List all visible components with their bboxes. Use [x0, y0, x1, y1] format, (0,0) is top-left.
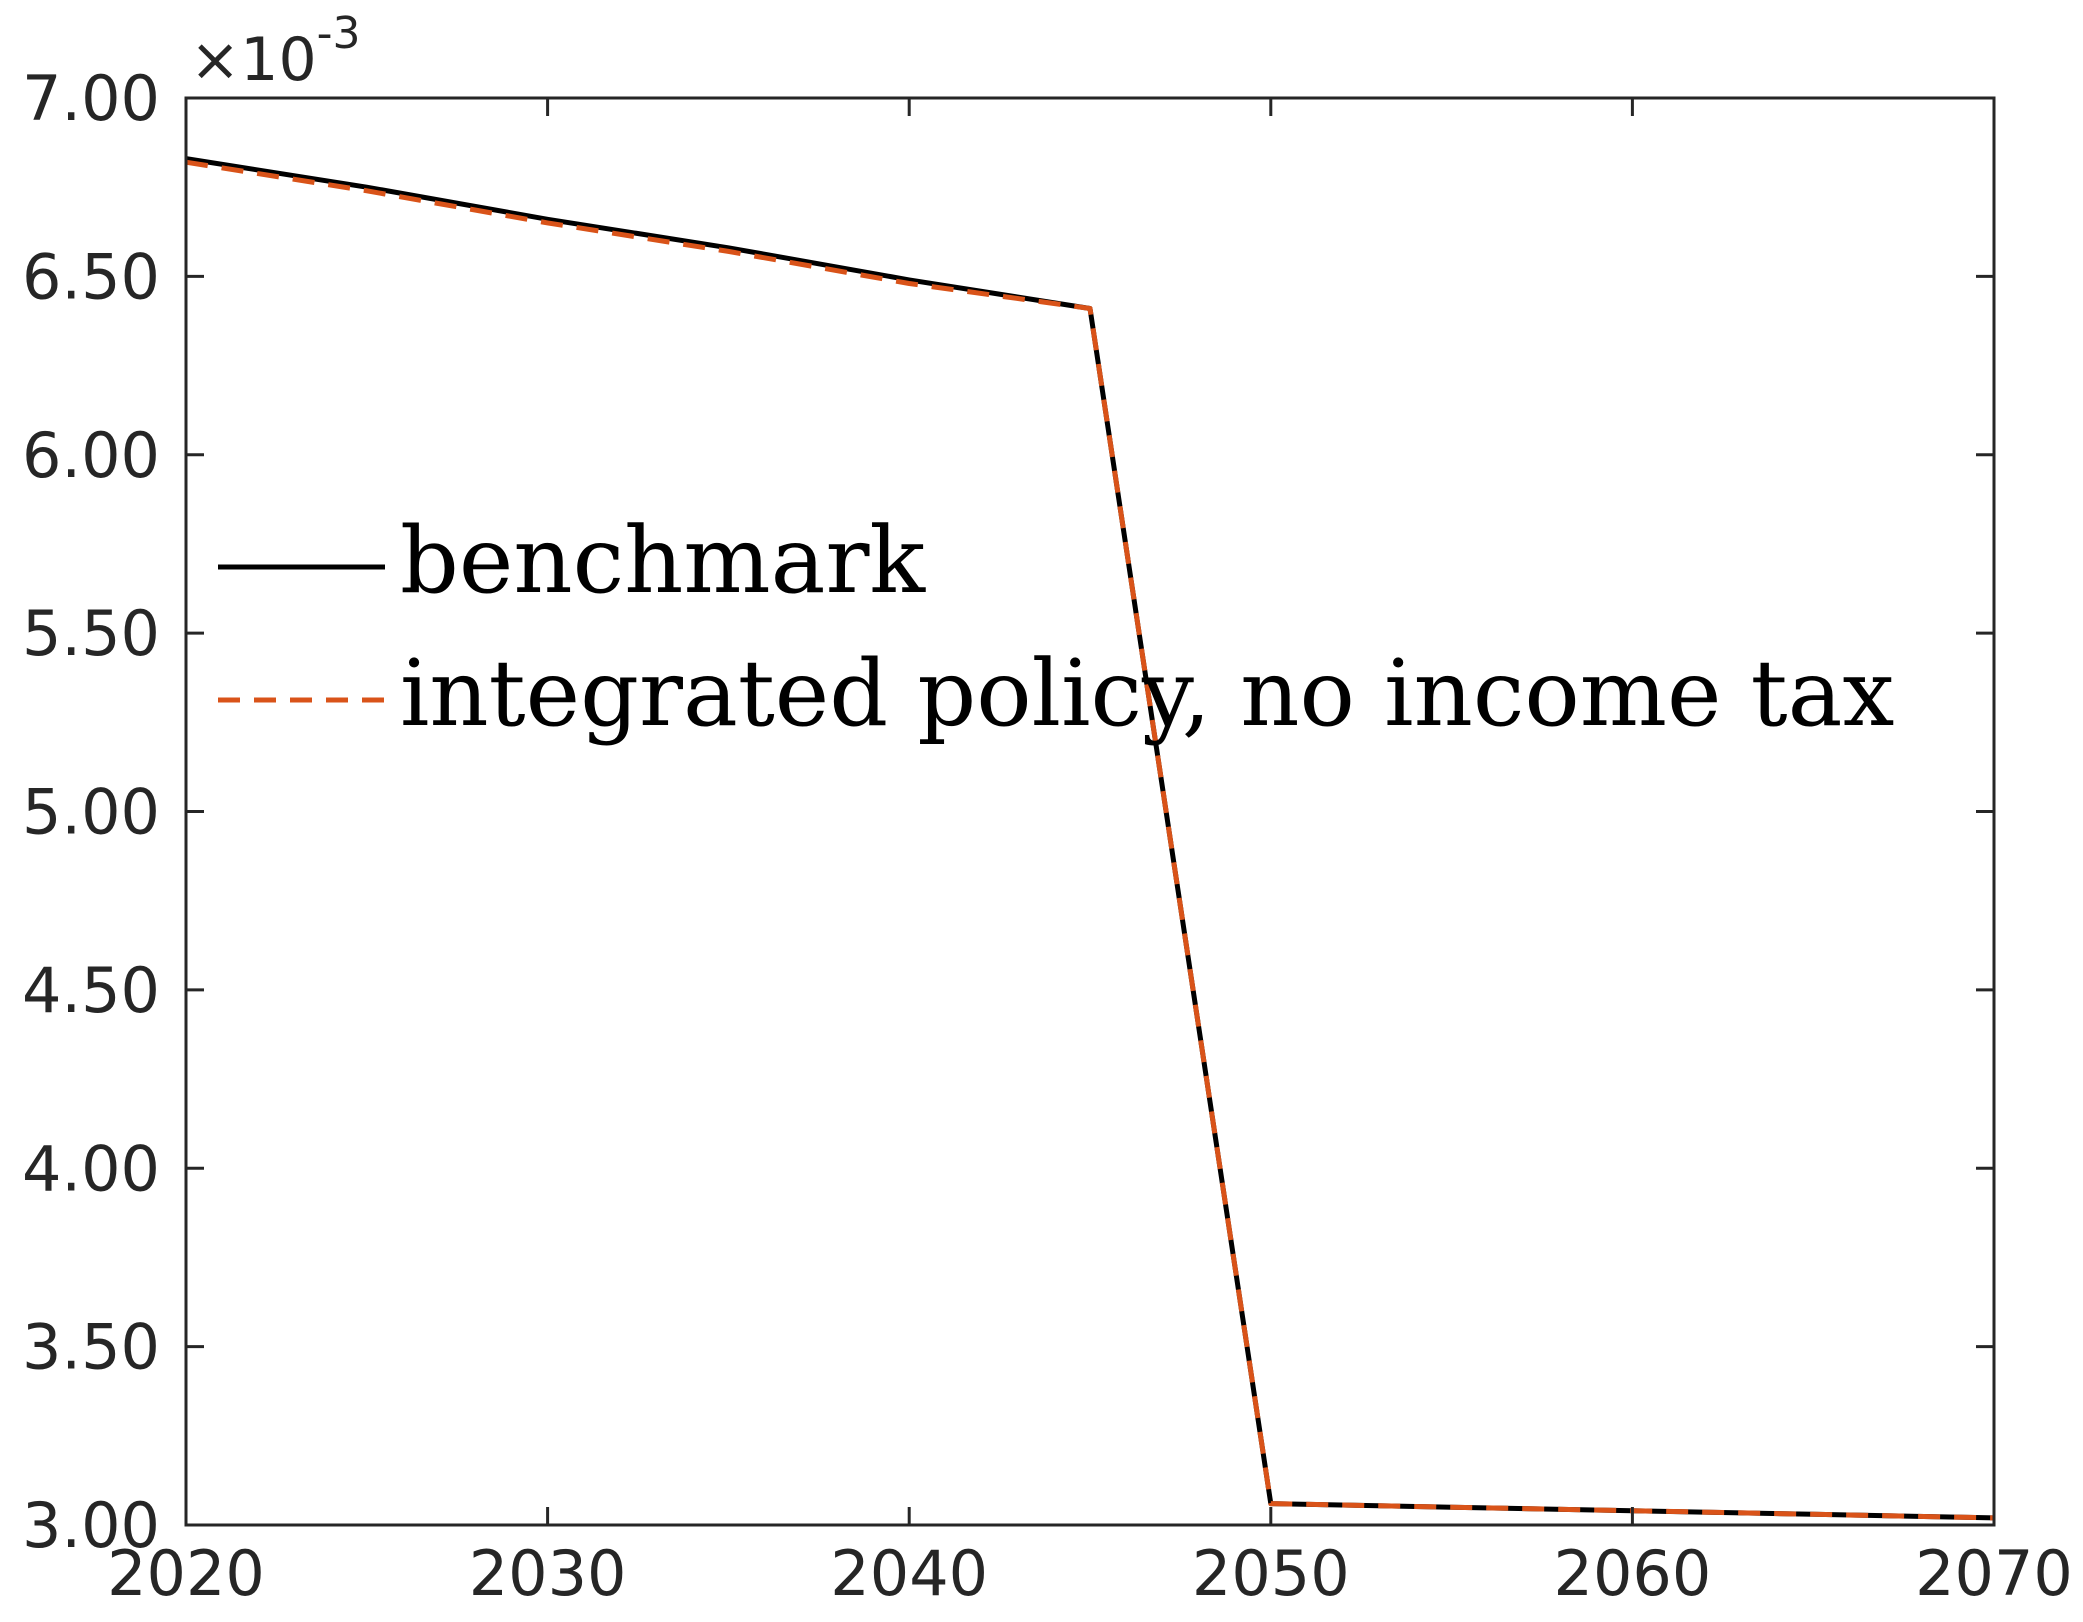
series-line-benchmark — [185, 156, 1995, 1521]
x-tick-label: 2070 — [1915, 1537, 2073, 1610]
y-tick-label: 6.00 — [22, 419, 160, 492]
x-tick-label: 2020 — [107, 1537, 265, 1610]
x-tick-label: 2040 — [830, 1537, 988, 1610]
legend-label-integrated-policy: integrated policy, no income tax — [400, 640, 1894, 747]
x-axis-tick-labels: 2020 2030 2040 2050 2060 2070 — [107, 1537, 2073, 1610]
exponent-base: ×10 — [190, 25, 317, 95]
y-tick-label: 4.50 — [22, 954, 160, 1027]
y-tick-label: 3.00 — [22, 1489, 160, 1562]
legend: benchmark integrated policy, no income t… — [218, 507, 1894, 747]
y-axis-exponent-label: ×10-3 — [190, 8, 361, 95]
y-tick-label: 5.50 — [22, 597, 160, 670]
x-tick-label: 2030 — [469, 1537, 627, 1610]
y-tick-label: 3.50 — [22, 1311, 160, 1384]
y-tick-label: 4.00 — [22, 1132, 160, 1205]
y-tick-label: 5.00 — [22, 776, 160, 849]
y-tick-label: 7.00 — [22, 62, 160, 135]
legend-label-benchmark: benchmark — [400, 507, 926, 614]
y-tick-label: 6.50 — [22, 240, 160, 313]
axis-ticks — [184, 96, 1996, 1527]
series-line-integrated-policy — [185, 159, 1995, 1521]
series-layer — [185, 156, 1995, 1521]
y-axis-tick-labels: 3.00 3.50 4.00 4.50 5.00 5.50 6.00 6.50 7.00 — [22, 62, 160, 1562]
x-tick-label: 2050 — [1192, 1537, 1350, 1610]
x-tick-label: 2060 — [1554, 1537, 1712, 1610]
exponent-power: -3 — [317, 8, 361, 59]
